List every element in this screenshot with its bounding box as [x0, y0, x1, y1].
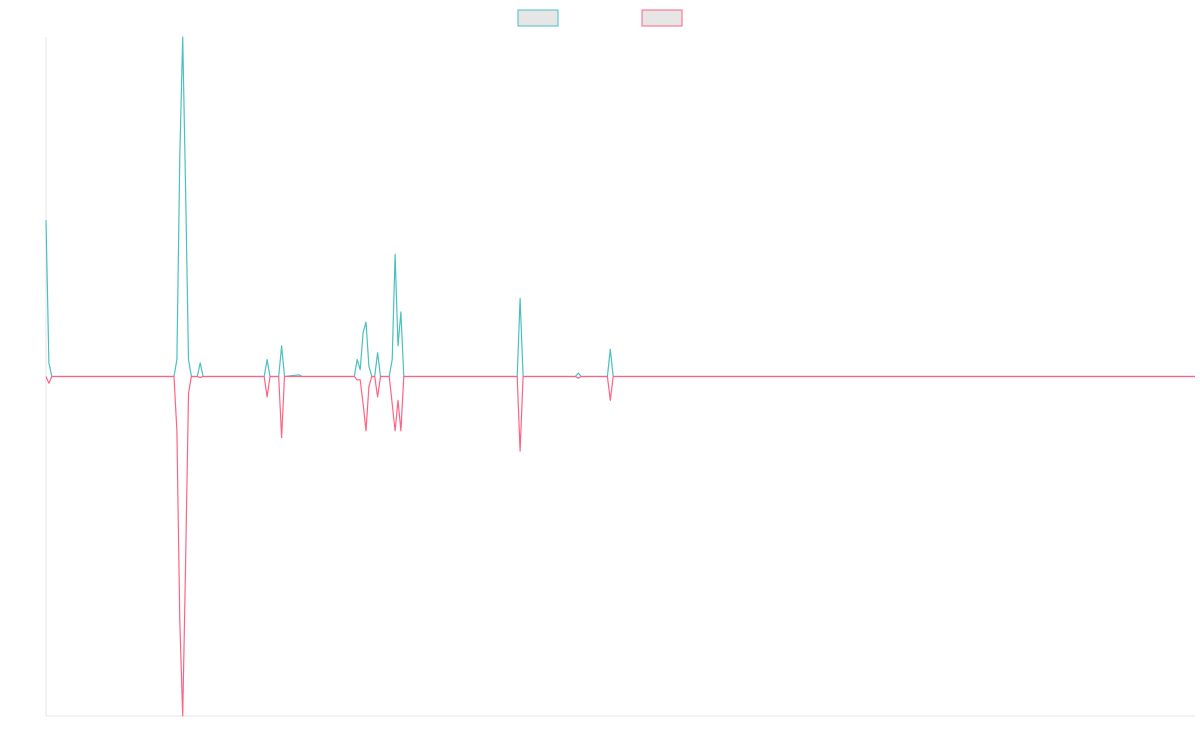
- legend-swatch-2[interactable]: [641, 9, 683, 27]
- legend[interactable]: [517, 9, 683, 27]
- legend-swatch-1[interactable]: [517, 9, 559, 27]
- series-line-1: [45, 36, 1195, 378]
- series-line-2: [45, 375, 1195, 717]
- plot-area: [45, 36, 1195, 717]
